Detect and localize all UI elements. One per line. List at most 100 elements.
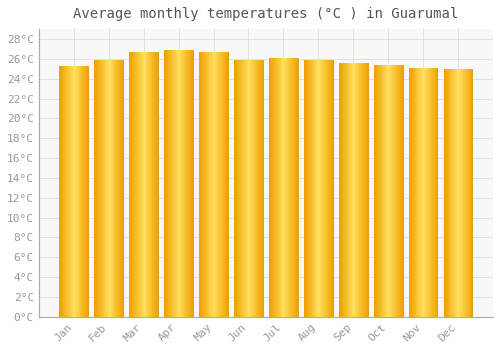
Bar: [94, 60, 123, 317]
Bar: [466, 69, 468, 317]
Bar: [452, 69, 454, 317]
Bar: [87, 66, 88, 317]
Bar: [464, 69, 465, 317]
Bar: [132, 52, 133, 317]
Bar: [176, 50, 178, 317]
Bar: [309, 60, 310, 317]
Bar: [444, 69, 446, 317]
Bar: [342, 63, 343, 317]
Bar: [463, 69, 464, 317]
Bar: [374, 65, 402, 317]
Bar: [286, 58, 287, 317]
Bar: [203, 52, 204, 317]
Bar: [374, 65, 375, 317]
Bar: [209, 52, 210, 317]
Bar: [329, 60, 330, 317]
Bar: [344, 63, 346, 317]
Bar: [261, 60, 262, 317]
Bar: [293, 58, 294, 317]
Bar: [456, 69, 457, 317]
Bar: [257, 60, 258, 317]
Bar: [76, 66, 78, 317]
Bar: [430, 68, 431, 317]
Bar: [156, 52, 157, 317]
Bar: [252, 60, 253, 317]
Bar: [434, 68, 436, 317]
Bar: [210, 52, 212, 317]
Bar: [324, 60, 325, 317]
Bar: [255, 60, 256, 317]
Bar: [378, 65, 380, 317]
Bar: [242, 60, 244, 317]
Bar: [135, 52, 136, 317]
Bar: [314, 60, 316, 317]
Bar: [459, 69, 460, 317]
Bar: [386, 65, 388, 317]
Bar: [304, 60, 332, 317]
Bar: [253, 60, 254, 317]
Bar: [327, 60, 328, 317]
Bar: [274, 58, 275, 317]
Bar: [205, 52, 206, 317]
Bar: [204, 52, 205, 317]
Bar: [258, 60, 259, 317]
Bar: [409, 68, 410, 317]
Bar: [366, 63, 368, 317]
Title: Average monthly temperatures (°C ) in Guarumal: Average monthly temperatures (°C ) in Gu…: [74, 7, 458, 21]
Bar: [164, 50, 193, 317]
Bar: [73, 66, 74, 317]
Bar: [340, 63, 341, 317]
Bar: [214, 52, 216, 317]
Bar: [130, 52, 158, 317]
Bar: [120, 60, 121, 317]
Bar: [246, 60, 248, 317]
Bar: [410, 68, 412, 317]
Bar: [294, 58, 295, 317]
Bar: [80, 66, 82, 317]
Bar: [167, 50, 168, 317]
Bar: [154, 52, 155, 317]
Bar: [326, 60, 327, 317]
Bar: [66, 66, 67, 317]
Bar: [223, 52, 224, 317]
Bar: [339, 63, 368, 317]
Bar: [272, 58, 273, 317]
Bar: [224, 52, 225, 317]
Bar: [112, 60, 114, 317]
Bar: [362, 63, 363, 317]
Bar: [357, 63, 358, 317]
Bar: [189, 50, 190, 317]
Bar: [428, 68, 429, 317]
Bar: [356, 63, 357, 317]
Bar: [397, 65, 398, 317]
Bar: [346, 63, 348, 317]
Bar: [321, 60, 322, 317]
Bar: [458, 69, 459, 317]
Bar: [236, 60, 237, 317]
Bar: [350, 63, 352, 317]
Bar: [320, 60, 321, 317]
Bar: [104, 60, 105, 317]
Bar: [330, 60, 331, 317]
Bar: [122, 60, 123, 317]
Bar: [207, 52, 208, 317]
Bar: [420, 68, 421, 317]
Bar: [375, 65, 376, 317]
Bar: [116, 60, 117, 317]
Bar: [199, 52, 228, 317]
Bar: [62, 66, 64, 317]
Bar: [192, 50, 193, 317]
Bar: [82, 66, 84, 317]
Bar: [134, 52, 135, 317]
Bar: [295, 58, 296, 317]
Bar: [86, 66, 87, 317]
Bar: [72, 66, 73, 317]
Bar: [137, 52, 138, 317]
Bar: [105, 60, 106, 317]
Bar: [142, 52, 144, 317]
Bar: [225, 52, 226, 317]
Bar: [395, 65, 396, 317]
Bar: [363, 63, 364, 317]
Bar: [416, 68, 418, 317]
Bar: [234, 60, 263, 317]
